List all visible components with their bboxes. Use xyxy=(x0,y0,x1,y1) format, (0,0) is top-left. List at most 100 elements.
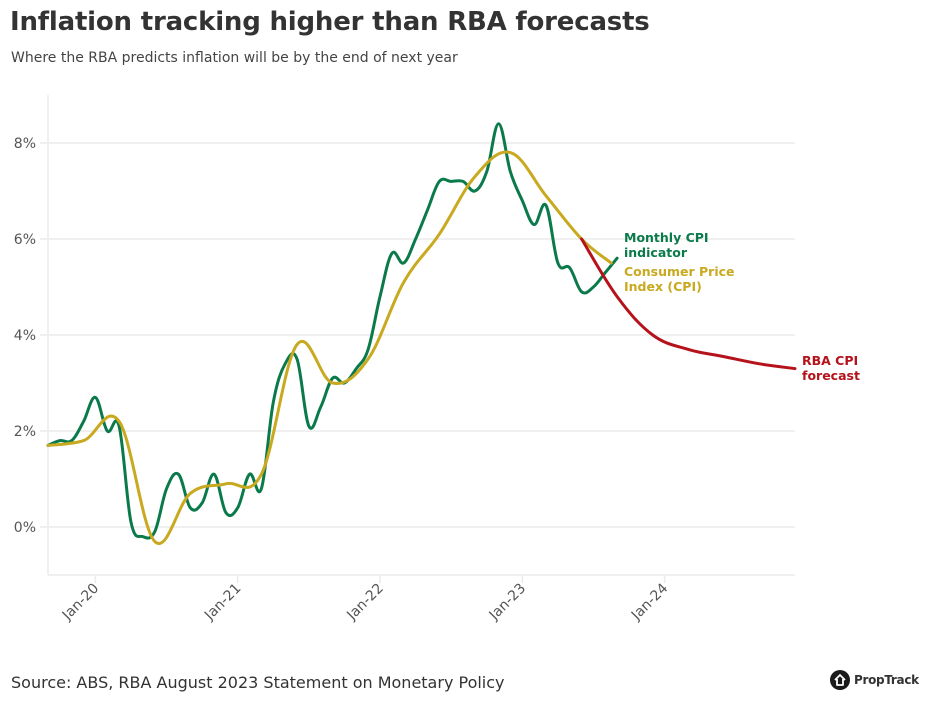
y-tick-label: 8% xyxy=(14,136,36,152)
series-label-line: indicator xyxy=(624,245,688,260)
label-monthly-cpi: Monthly CPI indicator xyxy=(624,230,709,260)
data-point xyxy=(402,280,406,284)
data-point xyxy=(82,419,86,423)
data-point xyxy=(473,189,477,193)
data-point xyxy=(259,487,263,491)
x-tick-label: Jan-22 xyxy=(343,581,386,624)
data-point xyxy=(414,237,418,241)
data-point xyxy=(520,199,524,203)
series-label-line: Consumer Price xyxy=(624,264,735,279)
data-point xyxy=(449,179,453,183)
data-point xyxy=(591,285,595,289)
series-label-line: RBA CPI xyxy=(802,353,858,368)
label-rba-forecast: RBA CPI forecast xyxy=(802,353,860,383)
data-point xyxy=(188,506,192,510)
data-point xyxy=(580,290,584,294)
data-point xyxy=(437,232,441,236)
y-tick-label: 6% xyxy=(14,232,36,248)
data-point xyxy=(117,419,121,423)
data-point xyxy=(425,208,429,212)
data-point xyxy=(378,295,382,299)
y-tick-label: 0% xyxy=(14,520,36,536)
x-tick-label: Jan-24 xyxy=(628,580,672,624)
data-point xyxy=(686,347,690,351)
data-point xyxy=(508,151,512,155)
data-point xyxy=(366,357,370,361)
series-rba-forecast-line xyxy=(580,237,797,371)
series-label-line: Index (CPI) xyxy=(624,279,702,294)
data-point xyxy=(461,179,465,183)
data-point xyxy=(722,355,726,359)
x-tick-label: Jan-20 xyxy=(59,581,102,624)
proptrack-logo[interactable]: PropTrack xyxy=(830,670,919,690)
data-point xyxy=(402,261,406,265)
series-labels: Monthly CPI indicator Consumer Price Index … xyxy=(624,230,860,383)
series-cpi-line xyxy=(46,150,613,545)
series-monthly-cpi-line xyxy=(46,122,619,540)
data-point xyxy=(129,520,133,524)
data-point xyxy=(319,405,323,409)
data-point xyxy=(212,472,216,476)
axes xyxy=(47,95,795,576)
y-tick-label: 2% xyxy=(14,424,36,440)
y-axis-ticks: 0% 2% 4% 6% 8% xyxy=(14,136,36,536)
y-tick-label: 4% xyxy=(14,328,36,344)
x-tick-label: Jan-23 xyxy=(486,581,529,624)
data-point xyxy=(508,170,512,174)
source-note: Source: ABS, RBA August 2023 Statement o… xyxy=(11,673,505,692)
house-icon xyxy=(830,670,850,690)
data-point xyxy=(224,482,228,486)
data-point xyxy=(497,122,501,126)
data-point xyxy=(283,362,287,366)
data-point xyxy=(224,511,228,515)
data-point xyxy=(615,295,619,299)
series-label-line: forecast xyxy=(802,368,860,383)
logo-text: PropTrack xyxy=(854,673,919,687)
data-point xyxy=(295,357,299,361)
data-point xyxy=(544,194,548,198)
label-cpi: Consumer Price Index (CPI) xyxy=(624,264,735,294)
data-point xyxy=(295,343,299,347)
data-point xyxy=(153,530,157,534)
data-point xyxy=(82,439,86,443)
data-point xyxy=(259,472,263,476)
data-point xyxy=(105,429,109,433)
data-point xyxy=(580,237,584,241)
data-point xyxy=(58,439,62,443)
data-point xyxy=(390,251,394,255)
data-point xyxy=(200,501,204,505)
data-point xyxy=(248,472,252,476)
data-point xyxy=(651,333,655,337)
data-point xyxy=(485,170,489,174)
series-label-line: Monthly CPI xyxy=(624,230,709,245)
data-point xyxy=(93,395,97,399)
x-axis-ticks: Jan-20 Jan-21 Jan-22 Jan-23 Jan-24 xyxy=(59,575,672,624)
chart-subtitle: Where the RBA predicts inflation will be… xyxy=(11,50,458,66)
data-point xyxy=(188,491,192,495)
gridlines xyxy=(40,142,795,528)
data-point xyxy=(437,179,441,183)
data-point xyxy=(757,362,761,366)
data-point xyxy=(236,506,240,510)
data-point xyxy=(46,443,50,447)
data-point xyxy=(556,261,560,265)
data-point xyxy=(331,381,335,385)
series-lines xyxy=(46,122,797,545)
data-point xyxy=(331,376,335,380)
data-point xyxy=(176,472,180,476)
data-point xyxy=(366,347,370,351)
data-point xyxy=(271,400,275,404)
data-point xyxy=(307,424,311,428)
data-point xyxy=(532,223,536,227)
data-point xyxy=(544,203,548,207)
data-point xyxy=(473,175,477,179)
chart-title: Inflation tracking higher than RBA forec… xyxy=(10,7,650,37)
data-point xyxy=(165,487,169,491)
data-point xyxy=(568,266,572,270)
data-point xyxy=(153,539,157,543)
data-point xyxy=(793,367,797,371)
x-tick-label: Jan-21 xyxy=(201,581,244,624)
data-point xyxy=(141,535,145,539)
data-point xyxy=(609,261,613,265)
